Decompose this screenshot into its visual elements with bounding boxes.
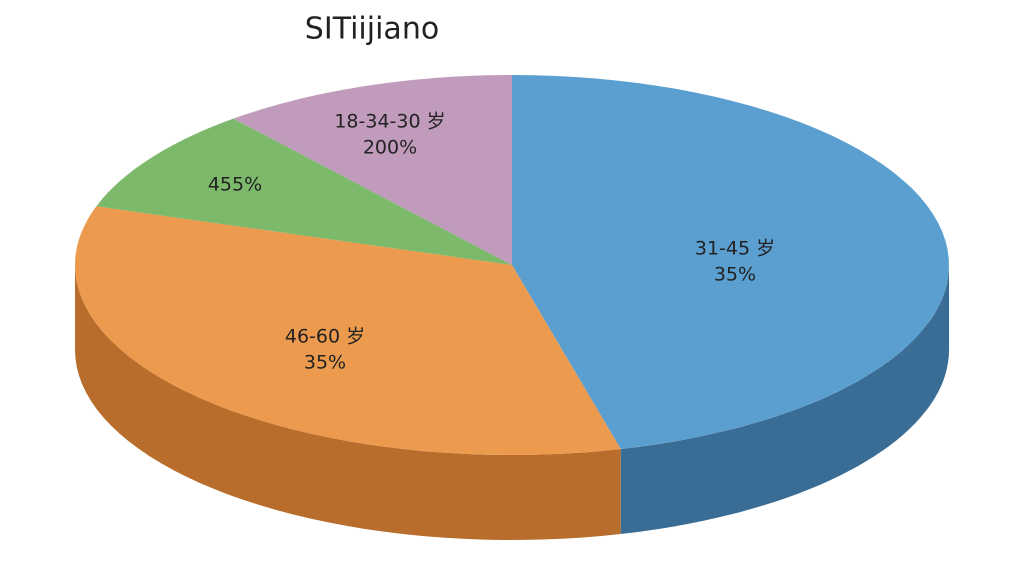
slice-percent: 200% — [363, 137, 417, 159]
slice-percent: 35% — [304, 352, 346, 374]
slice — [75, 206, 621, 455]
slice-side — [620, 265, 949, 534]
slice-percent: 35% — [714, 264, 756, 286]
slice — [233, 75, 512, 265]
slice — [512, 75, 949, 449]
chart-title: SITiijiano — [305, 12, 439, 47]
slice-label: 46-60 岁 — [285, 326, 365, 348]
slice-label: 18-34-30 岁 — [334, 111, 445, 133]
slice-percent: 455% — [208, 174, 262, 196]
slice-side — [75, 265, 621, 540]
slice — [96, 118, 513, 265]
slice-label: 31-45 岁 — [695, 238, 775, 260]
